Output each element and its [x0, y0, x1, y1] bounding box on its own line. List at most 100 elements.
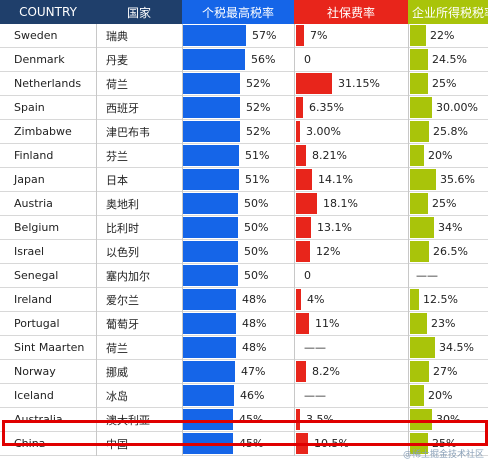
column-divider — [408, 24, 409, 456]
country-name: Japan — [14, 173, 45, 186]
corporate-tax-value: 20% — [428, 149, 453, 162]
income-tax-bar — [182, 217, 238, 238]
corporate-tax-bar — [410, 145, 424, 166]
header-income-tax: 个税最高税率 — [182, 0, 294, 24]
table-row: Senegal 塞内加尔 50% 0 —— — [0, 264, 488, 288]
country-name-cn: 爱尔兰 — [106, 293, 139, 307]
social-insurance-value: 4% — [307, 293, 325, 306]
social-insurance-bar — [296, 289, 301, 310]
social-insurance-value: 14.1% — [318, 173, 353, 186]
income-tax-value: 50% — [244, 245, 269, 258]
income-tax-bar — [182, 49, 245, 70]
income-tax-bar — [182, 289, 236, 310]
income-tax-bar — [182, 145, 239, 166]
income-tax-bar — [182, 385, 234, 406]
corporate-tax-value: 25% — [432, 77, 457, 90]
social-insurance-bar — [296, 121, 300, 142]
social-insurance-value: 7% — [310, 29, 328, 42]
corporate-tax-bar — [410, 409, 432, 430]
country-name: Spain — [14, 101, 45, 114]
income-tax-value: 48% — [242, 293, 267, 306]
table-row: Belgium 比利时 50% 13.1% 34% — [0, 216, 488, 240]
income-tax-value: 50% — [244, 197, 269, 210]
income-tax-bar — [182, 241, 238, 262]
header-country: COUNTRY — [0, 0, 96, 24]
country-name-cn: 丹麦 — [106, 53, 128, 67]
social-insurance-value: 13.1% — [317, 221, 352, 234]
social-insurance-bar — [296, 361, 306, 382]
country-name: Israel — [14, 245, 45, 258]
income-tax-bar — [182, 121, 240, 142]
corporate-tax-value: 26.5% — [433, 245, 468, 258]
table-row: Sint Maarten 荷兰 48% —— 34.5% — [0, 336, 488, 360]
table-row: Ireland 爱尔兰 48% 4% 12.5% — [0, 288, 488, 312]
corporate-tax-bar — [410, 97, 432, 118]
country-name: Iceland — [14, 389, 54, 402]
income-tax-bar — [182, 193, 238, 214]
table-row: Norway 挪威 47% 8.2% 27% — [0, 360, 488, 384]
corporate-tax-value: 30.00% — [436, 101, 478, 114]
corporate-tax-value: 23% — [431, 317, 456, 330]
country-name: Denmark — [14, 53, 65, 66]
social-insurance-bar — [296, 241, 310, 262]
social-insurance-value: —— — [304, 389, 326, 402]
social-insurance-bar — [296, 193, 317, 214]
social-insurance-value: 11% — [315, 317, 340, 330]
country-name-cn: 比利时 — [106, 221, 139, 235]
social-insurance-bar — [296, 409, 300, 430]
corporate-tax-bar — [410, 313, 427, 334]
income-tax-bar — [182, 25, 246, 46]
income-tax-bar — [182, 409, 233, 430]
income-tax-bar — [182, 361, 235, 382]
social-insurance-bar — [296, 313, 309, 334]
corporate-tax-value: 25.8% — [433, 125, 468, 138]
income-tax-bar — [182, 97, 240, 118]
country-name: Sint Maarten — [14, 341, 85, 354]
income-tax-value: 51% — [245, 149, 270, 162]
social-insurance-value: 12% — [316, 245, 341, 258]
country-name: Senegal — [14, 269, 59, 282]
income-tax-value: 56% — [251, 53, 276, 66]
corporate-tax-value: 20% — [428, 389, 453, 402]
corporate-tax-bar — [410, 217, 434, 238]
table-row: Austria 奥地利 50% 18.1% 25% — [0, 192, 488, 216]
country-name-cn: 塞内加尔 — [106, 269, 150, 283]
social-insurance-bar — [296, 25, 304, 46]
table-row: Sweden 瑞典 57% 7% 22% — [0, 24, 488, 48]
income-tax-value: 46% — [240, 389, 265, 402]
corporate-tax-value: 22% — [430, 29, 455, 42]
country-name-cn: 冰岛 — [106, 389, 128, 403]
country-name-cn: 葡萄牙 — [106, 317, 139, 331]
watermark-text: @稀土掘金技术社区 — [402, 450, 484, 460]
corporate-tax-value: 12.5% — [423, 293, 458, 306]
corporate-tax-value: 34% — [438, 221, 463, 234]
income-tax-bar — [182, 337, 236, 358]
income-tax-value: 57% — [252, 29, 277, 42]
social-insurance-value: 0 — [304, 269, 311, 282]
country-name-cn: 奥地利 — [106, 197, 139, 211]
country-name: Austria — [14, 197, 53, 210]
corporate-tax-bar — [410, 49, 428, 70]
social-insurance-value: 8.21% — [312, 149, 347, 162]
table-row: Spain 西班牙 52% 6.35% 30.00% — [0, 96, 488, 120]
country-name-cn: 津巴布韦 — [106, 125, 150, 139]
corporate-tax-bar — [410, 73, 428, 94]
income-tax-value: 48% — [242, 341, 267, 354]
table-row: Israel 以色列 50% 12% 26.5% — [0, 240, 488, 264]
corporate-tax-value: 35.6% — [440, 173, 475, 186]
income-tax-value: 47% — [241, 365, 266, 378]
social-insurance-value: 3.00% — [306, 125, 341, 138]
income-tax-value: 50% — [244, 269, 269, 282]
table-row: Portugal 葡萄牙 48% 11% 23% — [0, 312, 488, 336]
income-tax-value: 52% — [246, 101, 271, 114]
social-insurance-value: —— — [304, 341, 326, 354]
country-name-cn: 荷兰 — [106, 77, 128, 91]
social-insurance-value: 6.35% — [309, 101, 344, 114]
income-tax-bar — [182, 73, 240, 94]
social-insurance-value: 31.15% — [338, 77, 380, 90]
income-tax-bar — [182, 265, 238, 286]
corporate-tax-bar — [410, 193, 428, 214]
table-row: Zimbabwe 津巴布韦 52% 3.00% 25.8% — [0, 120, 488, 144]
country-name-cn: 瑞典 — [106, 29, 128, 43]
